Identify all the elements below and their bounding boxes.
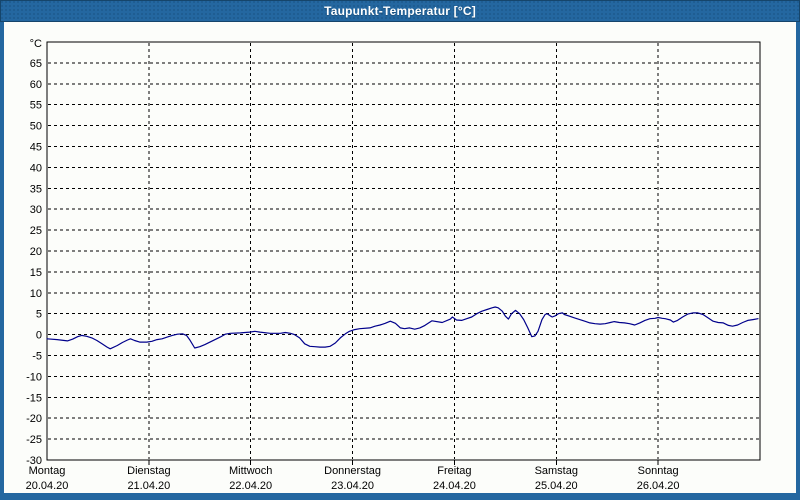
y-axis-tick-label: 50 <box>30 121 42 133</box>
y-axis-tick-label: 0 <box>36 330 42 342</box>
y-axis-tick-label: -30 <box>26 455 42 467</box>
y-axis-tick-label: 65 <box>30 58 42 70</box>
y-axis-tick-label: 55 <box>30 100 42 112</box>
y-axis-tick-label: 45 <box>30 142 42 154</box>
temperature-line <box>46 306 759 350</box>
y-axis-tick-label: -20 <box>26 413 42 425</box>
x-axis-weekday-label: Mittwoch <box>229 465 272 477</box>
window-titlebar[interactable]: Taupunkt-Temperatur [°C] <box>0 0 800 22</box>
y-axis-tick-label: 15 <box>30 267 42 279</box>
x-axis-date-label: 20.04.20 <box>26 480 69 492</box>
y-axis-tick-label: 35 <box>30 183 42 195</box>
y-axis-tick-label: -25 <box>26 434 42 446</box>
x-axis-date-label: 21.04.20 <box>127 480 170 492</box>
window-title: Taupunkt-Temperatur [°C] <box>324 4 476 18</box>
window-frame-right <box>796 22 800 500</box>
x-axis-date-label: 22.04.20 <box>229 480 272 492</box>
x-axis-weekday-label: Montag <box>29 465 66 477</box>
x-axis-date-label: 23.04.20 <box>331 480 374 492</box>
y-axis-tick-label: -15 <box>26 392 42 404</box>
y-axis-unit-label: °C <box>30 38 42 50</box>
x-axis-weekday-label: Samstag <box>535 465 578 477</box>
x-axis-weekday-label: Donnerstag <box>324 465 381 477</box>
y-axis-tick-label: 25 <box>30 225 42 237</box>
x-axis-weekday-label: Dienstag <box>127 465 170 477</box>
window-frame-left <box>0 22 4 500</box>
y-axis-tick-label: 40 <box>30 162 42 174</box>
x-axis-date-label: 25.04.20 <box>535 480 578 492</box>
y-axis-tick-label: 30 <box>30 204 42 216</box>
y-axis-tick-label: 60 <box>30 79 42 91</box>
x-axis-date-label: 26.04.20 <box>637 480 680 492</box>
plot-border <box>46 41 761 461</box>
x-axis-date-label: 24.04.20 <box>433 480 476 492</box>
y-axis-tick-label: 20 <box>30 246 42 258</box>
window-frame-bottom <box>0 493 800 500</box>
x-axis-weekday-label: Sonntag <box>638 465 679 477</box>
chart-content <box>4 22 796 493</box>
y-axis-tick-label: 5 <box>36 309 42 321</box>
x-axis-weekday-label: Freitag <box>437 465 471 477</box>
y-axis-tick-label: -5 <box>32 351 42 363</box>
y-axis-tick-label: 10 <box>30 288 42 300</box>
y-axis-tick-label: -10 <box>26 371 42 383</box>
